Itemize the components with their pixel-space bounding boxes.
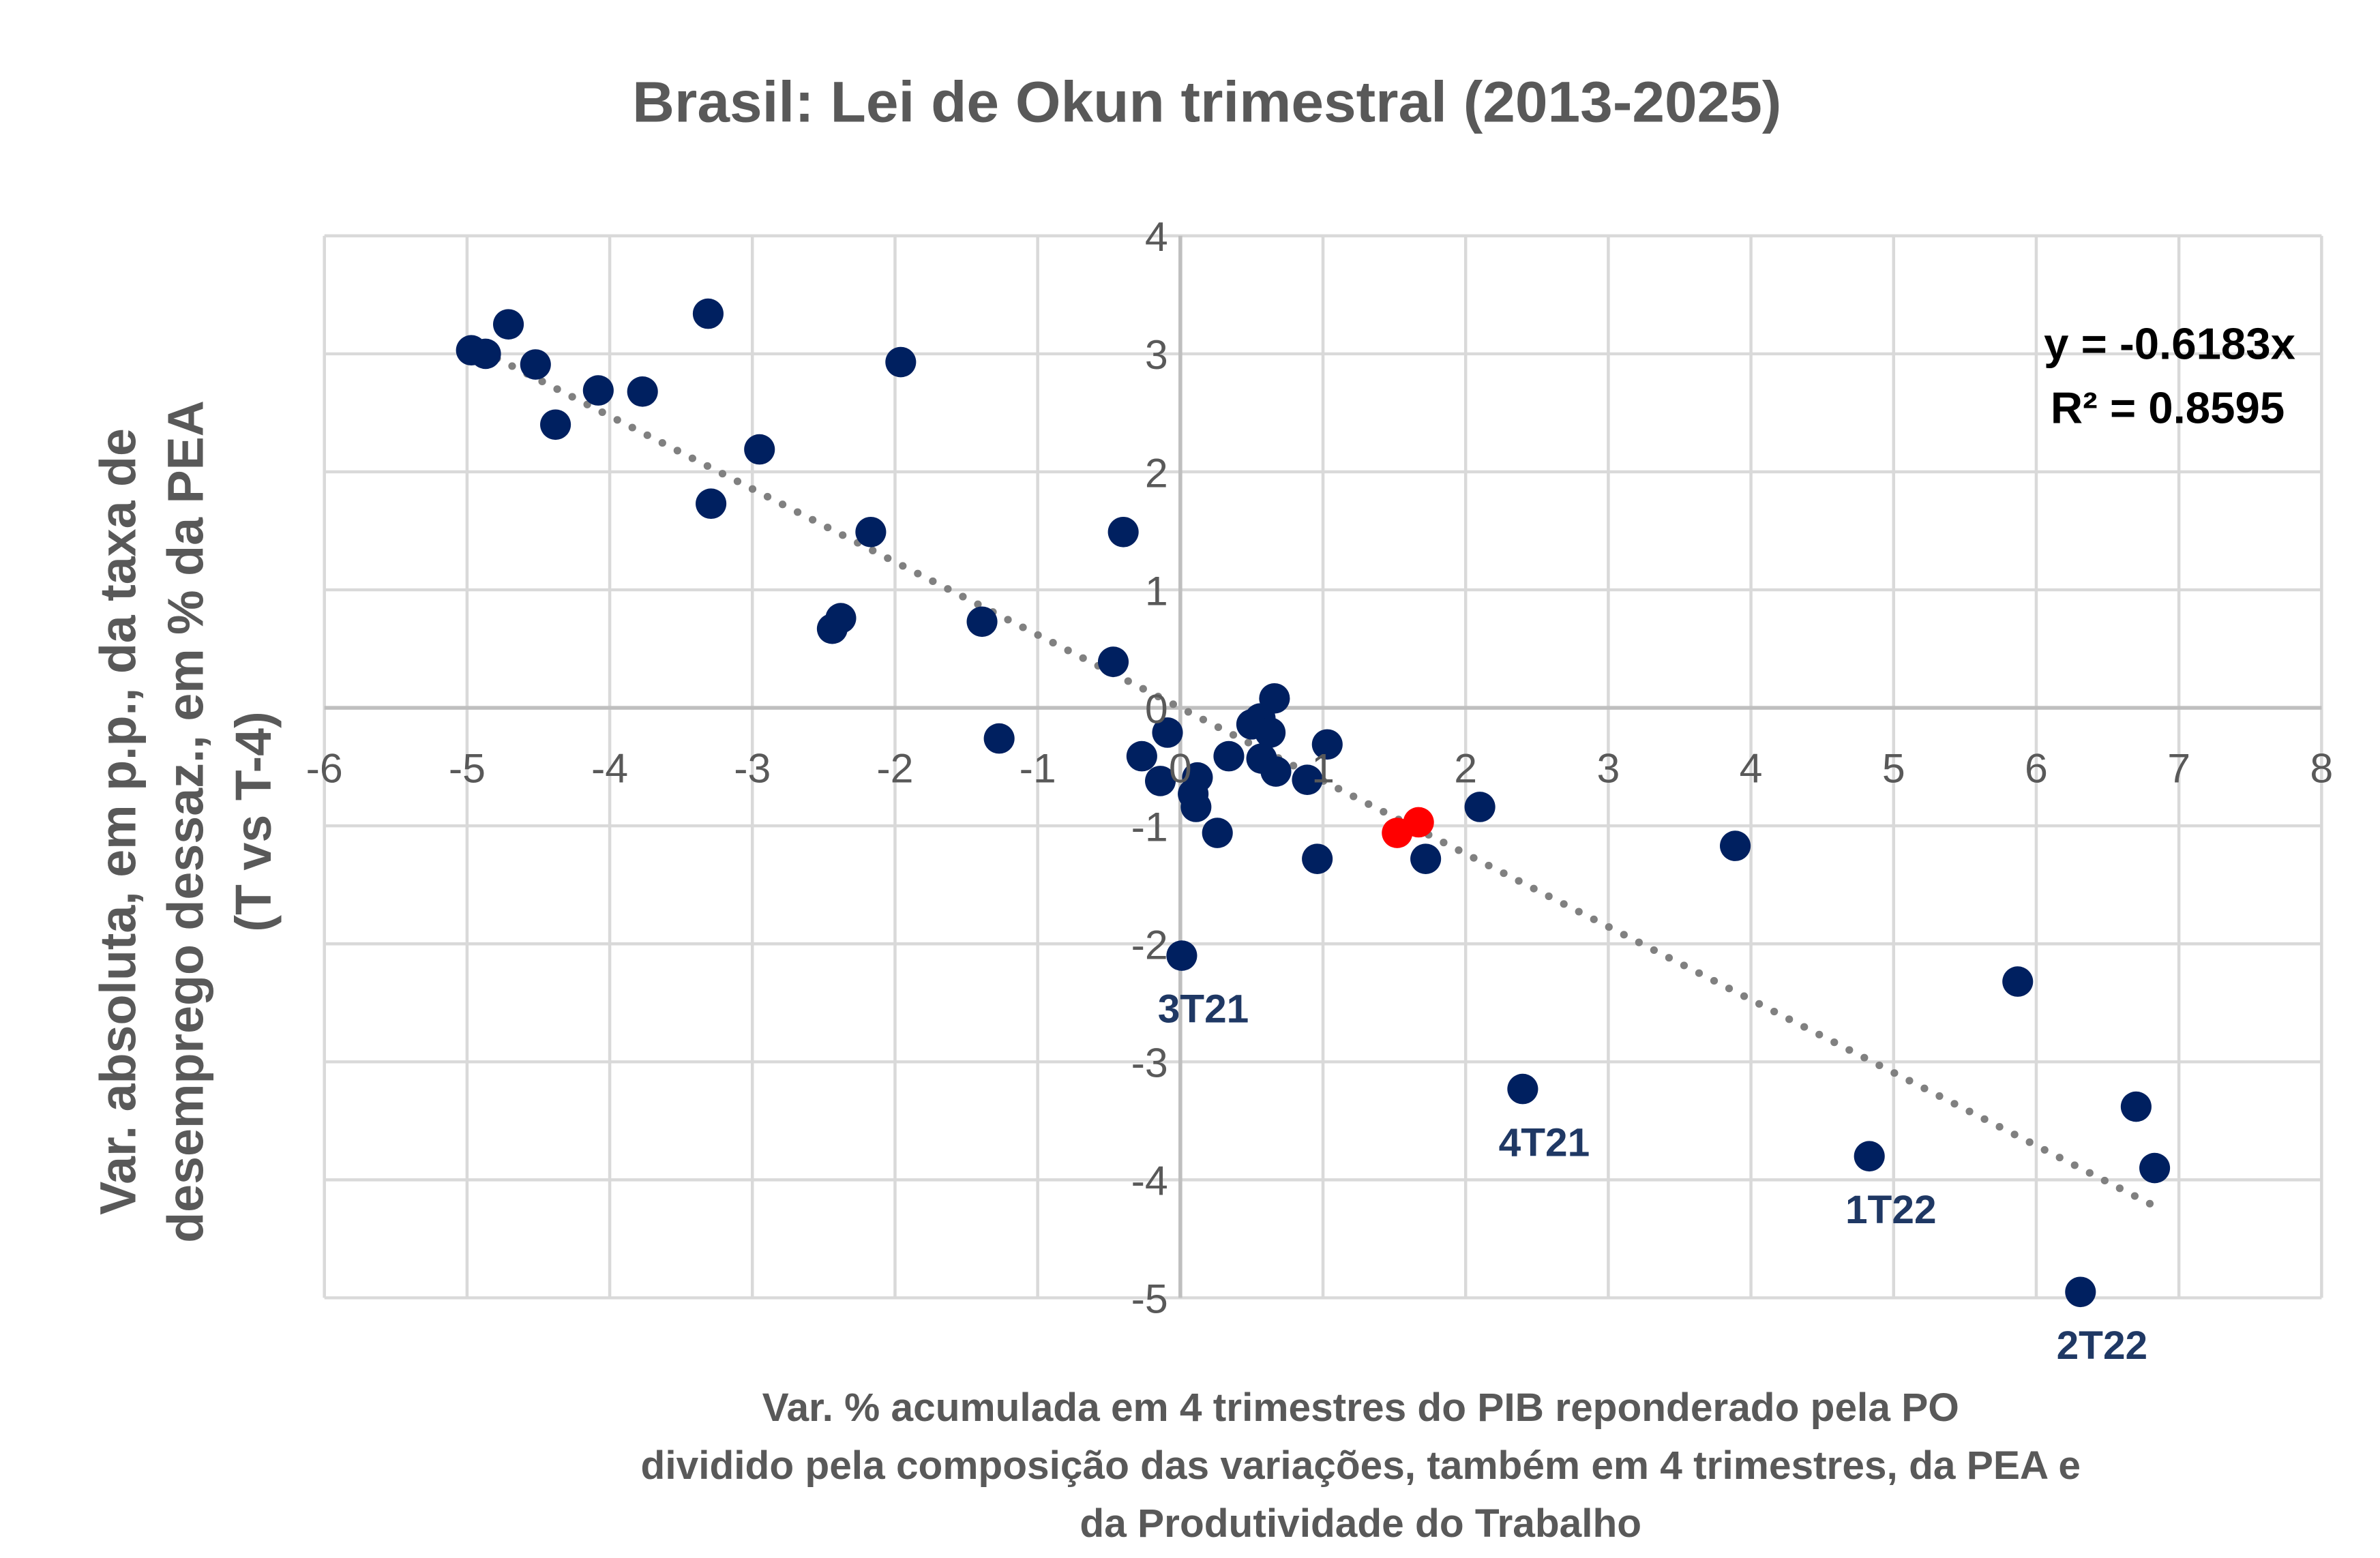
data-point (1507, 1073, 1538, 1105)
x-tick-label: -2 (876, 745, 913, 792)
data-point (2139, 1152, 2171, 1184)
x-axis-title-line: dividido pela composição das variações, … (641, 1443, 2081, 1488)
point-annotation: 3T21 (1158, 987, 1249, 1032)
data-point (2065, 1276, 2096, 1308)
data-point (1464, 792, 1496, 822)
data-point (1152, 717, 1183, 748)
data-point (1126, 740, 1157, 772)
y-tick-label: -1 (1131, 804, 1168, 850)
data-point (1166, 940, 1198, 971)
y-tick-label: 4 (1145, 213, 1168, 260)
y-axis-title-line: (T vs T-4) (224, 711, 281, 931)
x-tick-label: -4 (591, 745, 628, 792)
y-tick-label: -2 (1131, 922, 1168, 968)
data-point (966, 606, 998, 638)
x-tick-label: 2 (1454, 745, 1477, 792)
gridlines (323, 234, 2323, 1300)
y-tick-label: 1 (1145, 568, 1168, 614)
x-tick-label: 1 (1311, 745, 1335, 792)
highlight-point (1403, 807, 1434, 838)
data-point (855, 516, 887, 548)
data-point (493, 309, 524, 340)
x-tick-label: 5 (1882, 745, 1905, 792)
data-point (983, 723, 1015, 754)
axes (324, 235, 2322, 1298)
data-point (2002, 966, 2034, 997)
data-point (520, 349, 551, 380)
data-point (1144, 766, 1176, 796)
data-point (1854, 1141, 1885, 1172)
point-annotation: 4T21 (1499, 1121, 1590, 1165)
point-annotation: 2T22 (2057, 1323, 2148, 1368)
data-point (540, 409, 571, 440)
y-axis-title: Var. absoluta, em p.p., da taxa de desem… (89, 400, 282, 1243)
data-point (692, 298, 724, 329)
data-point (2120, 1091, 2152, 1122)
data-points (456, 298, 2171, 1308)
y-tick-label: 0 (1145, 686, 1168, 732)
data-point (744, 434, 775, 465)
data-point (1260, 756, 1292, 787)
data-point (1410, 843, 1442, 874)
data-point (1302, 843, 1333, 874)
data-point (1213, 740, 1245, 772)
data-point (1202, 818, 1233, 848)
data-point (885, 346, 917, 378)
chart-title: Brasil: Lei de Okun trimestral (2013-202… (632, 70, 1781, 135)
y-axis-title-line: Var. absoluta, em p.p., da taxa de (89, 428, 146, 1215)
x-tick-label: -5 (449, 745, 486, 792)
x-tick-label: -3 (734, 745, 771, 792)
data-point (582, 375, 614, 406)
y-tick-label: -4 (1131, 1158, 1168, 1204)
x-tick-label: -6 (306, 745, 343, 792)
y-tick-label: -5 (1131, 1276, 1168, 1322)
x-axis-title-line: Var. % acumulada em 4 trimestres do PIB … (762, 1385, 1959, 1430)
x-tick-label: 0 (1169, 745, 1192, 792)
x-tick-label: 8 (2310, 745, 2333, 792)
x-tick-label: 6 (2025, 745, 2048, 792)
data-point (1259, 683, 1290, 714)
data-point (696, 488, 727, 520)
y-axis-title-line: desemprego dessaz., em % da PEA (157, 400, 213, 1243)
r-squared: R² = 0.8595 (2051, 383, 2285, 433)
data-point (1097, 646, 1129, 677)
x-tick-label: 3 (1596, 745, 1620, 792)
x-axis-title-line: da Produtividade do Trabalho (1080, 1501, 1641, 1546)
trend-equation: y = -0.6183x (2044, 319, 2295, 369)
data-point (1180, 792, 1212, 822)
data-point (1292, 764, 1323, 795)
x-tick-label: 4 (1740, 745, 1763, 792)
x-tick-label: 7 (2167, 745, 2190, 792)
y-tick-label: 2 (1145, 450, 1168, 496)
x-tick-label: -1 (1020, 745, 1056, 792)
data-point (1107, 516, 1139, 548)
data-point (470, 338, 501, 370)
annotations: 3T21 4T21 1T22 2T22 (1158, 987, 2147, 1368)
data-point (1720, 830, 1751, 861)
data-point (1311, 729, 1343, 760)
y-tick-label: 3 (1145, 332, 1168, 378)
x-axis-title: Var. % acumulada em 4 trimestres do PIB … (641, 1385, 2081, 1545)
y-tick-label: -3 (1131, 1040, 1168, 1086)
data-point (825, 603, 857, 633)
point-annotation: 1T22 (1845, 1188, 1937, 1232)
data-point (627, 376, 658, 407)
data-point (1255, 717, 1286, 748)
